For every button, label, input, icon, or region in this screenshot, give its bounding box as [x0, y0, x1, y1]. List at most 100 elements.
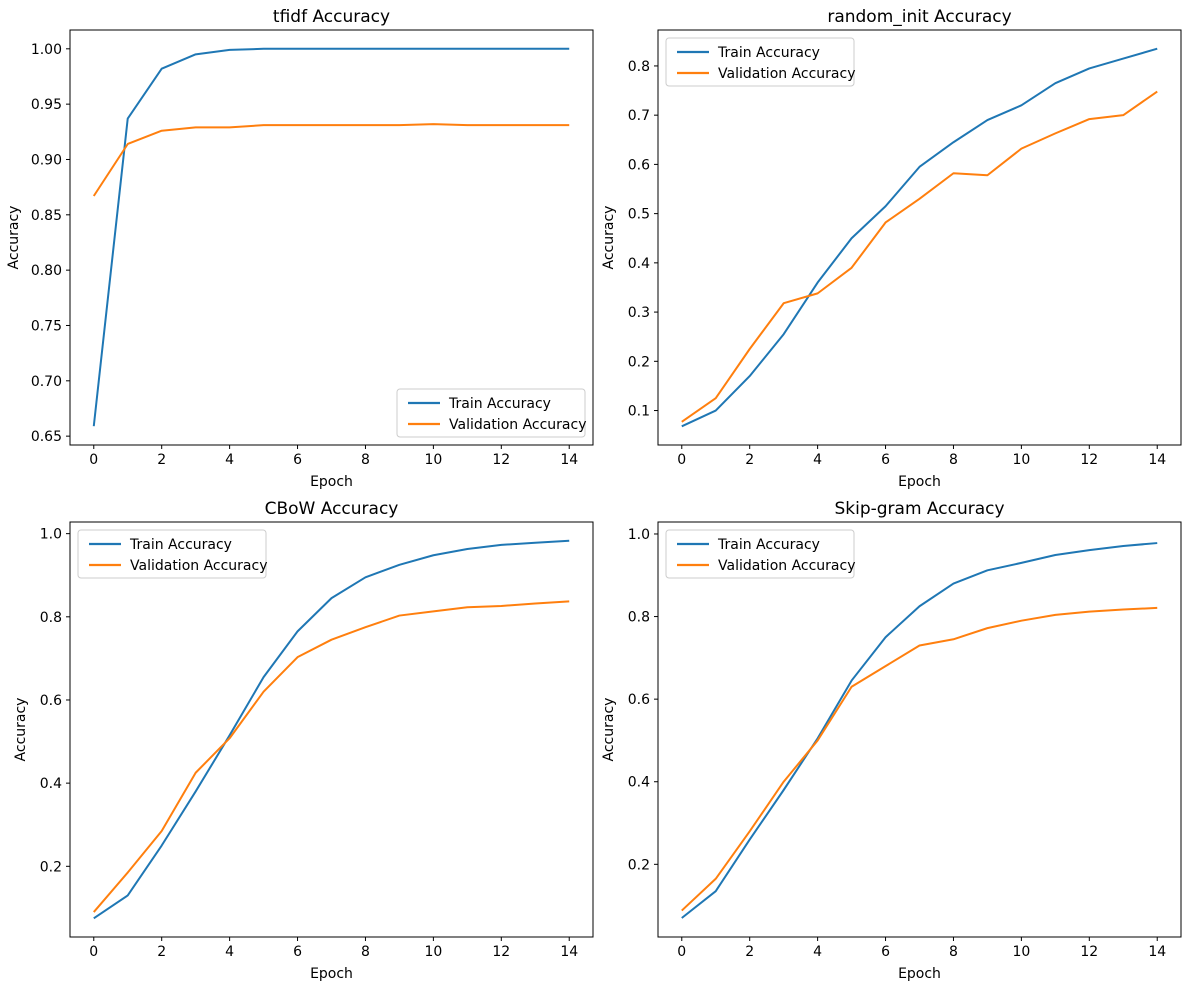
y-tick-label: 0.5	[628, 207, 650, 223]
x-tick-label: 2	[745, 452, 754, 468]
x-tick-label: 14	[1148, 452, 1166, 468]
chart-title: random_init Accuracy	[827, 7, 1011, 27]
x-tick-label: 10	[424, 452, 442, 468]
legend-label: Train Accuracy	[448, 396, 551, 412]
y-tick-label: 0.90	[31, 152, 62, 168]
x-tick-label: 2	[745, 944, 754, 960]
subplot-Skip-gram: 0 2 4 6 8 10 12 14 0.2 0.4 0.6 0.8 1.0 Skip-gram Accu…	[601, 499, 1182, 982]
subplot-random_init: 0 2 4 6 8 10 12 14 0.1 0.2 0.3 0.4 0.5 0.6 0.7 0.8 rando…	[601, 7, 1182, 490]
y-tick-label: 0.6	[40, 693, 62, 709]
y-axis-label: Accuracy	[601, 206, 617, 270]
axes-frame	[69, 29, 594, 446]
axes-frame	[657, 521, 1182, 938]
x-tick-label: 0	[89, 944, 98, 960]
legend: Train Accuracy Validation Accuracy	[396, 388, 587, 438]
x-tick-label: 14	[560, 452, 578, 468]
legend: Train Accuracy Validation Accuracy	[77, 529, 268, 579]
y-tick-label: 1.00	[31, 42, 62, 58]
legend-label: Validation Accuracy	[130, 558, 268, 574]
train-accuracy-line	[681, 47, 1158, 428]
x-tick-label: 14	[560, 944, 578, 960]
y-tick-label: 0.80	[31, 263, 62, 279]
axes-frame	[657, 29, 1182, 446]
x-tick-label: 8	[949, 944, 958, 960]
x-axis-label: Epoch	[898, 966, 941, 982]
x-tick-label: 6	[881, 944, 890, 960]
y-tick-label: 1.0	[40, 527, 62, 543]
y-tick-label: 0.8	[40, 610, 62, 626]
validation-accuracy-line	[93, 600, 570, 913]
x-tick-label: 10	[1012, 452, 1030, 468]
y-tick-label: 0.2	[628, 857, 650, 873]
legend-label: Validation Accuracy	[718, 558, 856, 574]
subplot-CBoW: 0 2 4 6 8 10 12 14 0.2 0.4 0.6 0.8 1.0 CBoW Accuracy E…	[13, 499, 594, 982]
legend: Train Accuracy Validation Accuracy	[665, 37, 856, 87]
y-tick-label: 0.4	[628, 256, 650, 272]
y-tick-label: 0.8	[628, 610, 650, 626]
y-tick-label: 0.95	[31, 97, 62, 113]
validation-accuracy-line	[681, 606, 1158, 912]
x-tick-label: 12	[492, 452, 510, 468]
x-tick-label: 2	[157, 452, 166, 468]
legend: Train Accuracy Validation Accuracy	[665, 529, 856, 579]
x-tick-label: 8	[361, 452, 370, 468]
x-tick-label: 14	[1148, 944, 1166, 960]
x-tick-label: 12	[1080, 452, 1098, 468]
y-tick-label: 0.2	[628, 354, 650, 370]
x-axis-label: Epoch	[898, 474, 941, 490]
y-tick-label: 0.70	[31, 374, 62, 390]
legend-label: Validation Accuracy	[718, 66, 856, 82]
validation-accuracy-line	[681, 90, 1158, 423]
x-tick-label: 4	[813, 944, 822, 960]
y-tick-label: 0.65	[31, 429, 62, 445]
x-tick-label: 0	[677, 452, 686, 468]
x-tick-label: 6	[293, 452, 302, 468]
y-axis-label: Accuracy	[601, 698, 617, 762]
x-tick-label: 2	[157, 944, 166, 960]
y-tick-label: 0.85	[31, 208, 62, 224]
train-accuracy-line	[92, 47, 570, 427]
y-tick-label: 0.8	[628, 59, 650, 75]
chart-title: Skip-gram Accuracy	[834, 499, 1004, 519]
x-tick-label: 12	[492, 944, 510, 960]
x-tick-label: 10	[1012, 944, 1030, 960]
subplot-tfidf: 0 2 4 6 8 10 12 14 0.65 0.70 0.75 0.80 0.85 0.90 0.95 1…	[6, 7, 594, 490]
legend-label: Train Accuracy	[717, 537, 820, 553]
y-axis-label: Accuracy	[6, 206, 22, 270]
legend-label: Train Accuracy	[717, 45, 820, 61]
x-tick-label: 0	[677, 944, 686, 960]
train-accuracy-line	[681, 542, 1158, 919]
y-tick-label: 0.2	[40, 859, 62, 875]
train-accuracy-line	[93, 539, 570, 920]
y-tick-label: 0.3	[628, 305, 650, 321]
chart-title: CBoW Accuracy	[265, 499, 399, 519]
x-tick-label: 8	[361, 944, 370, 960]
x-tick-label: 8	[949, 452, 958, 468]
y-tick-label: 1.0	[628, 527, 650, 543]
y-tick-label: 0.4	[40, 776, 62, 792]
legend-label: Train Accuracy	[129, 537, 232, 553]
y-tick-label: 0.6	[628, 692, 650, 708]
validation-accuracy-line	[92, 123, 570, 197]
x-axis-label: Epoch	[310, 474, 353, 490]
y-axis-label: Accuracy	[13, 698, 29, 762]
x-tick-label: 0	[89, 452, 98, 468]
y-tick-label: 0.75	[31, 318, 62, 334]
legend-box	[396, 388, 586, 438]
x-tick-label: 4	[813, 452, 822, 468]
y-tick-label: 0.1	[628, 404, 650, 420]
x-tick-label: 12	[1080, 944, 1098, 960]
x-tick-label: 10	[424, 944, 442, 960]
x-tick-label: 4	[225, 452, 234, 468]
y-tick-label: 0.7	[628, 108, 650, 124]
chart-title: tfidf Accuracy	[273, 7, 390, 27]
x-tick-label: 4	[225, 944, 234, 960]
x-tick-label: 6	[293, 944, 302, 960]
y-tick-label: 0.4	[628, 775, 650, 791]
legend-box	[665, 37, 855, 87]
y-tick-label: 0.6	[628, 157, 650, 173]
axes-frame	[69, 521, 594, 938]
